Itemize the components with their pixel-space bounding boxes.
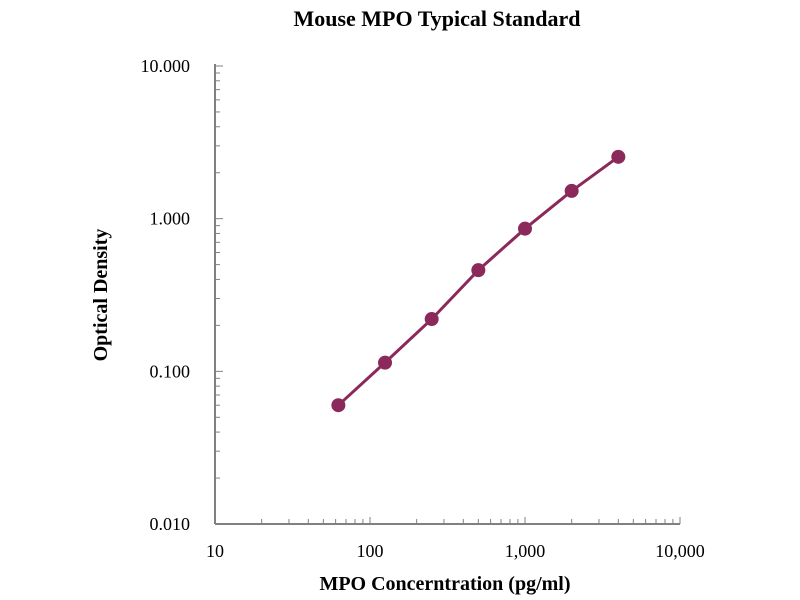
data-point [611,149,626,164]
x-tick-label: 1,000 [505,541,546,561]
y-tick-label: 0.010 [150,514,191,534]
series [331,149,626,413]
data-point [471,263,486,278]
x-tick-label: 10,000 [655,541,705,561]
y-tick-label: 10.000 [141,56,191,76]
x-axis-label: MPO Concerntration (pg/ml) [319,573,570,595]
axes [214,64,680,525]
data-point [378,355,393,370]
y-tick-label: 0.100 [150,361,191,381]
data-point [564,183,579,198]
data-point [331,398,346,413]
x-tick-label: 10 [206,541,224,561]
data-point [424,312,439,327]
x-ticks: 10 100 1,000 10,000 [206,517,705,561]
y-ticks: 0.010 0.100 1.000 10.000 [141,56,223,534]
y-axis-label: Optical Density [90,229,112,362]
x-tick-label: 100 [357,541,384,561]
y-tick-label: 1.000 [150,209,191,229]
data-point [518,221,532,236]
chart-title: Mouse MPO Typical Standard [293,6,580,31]
